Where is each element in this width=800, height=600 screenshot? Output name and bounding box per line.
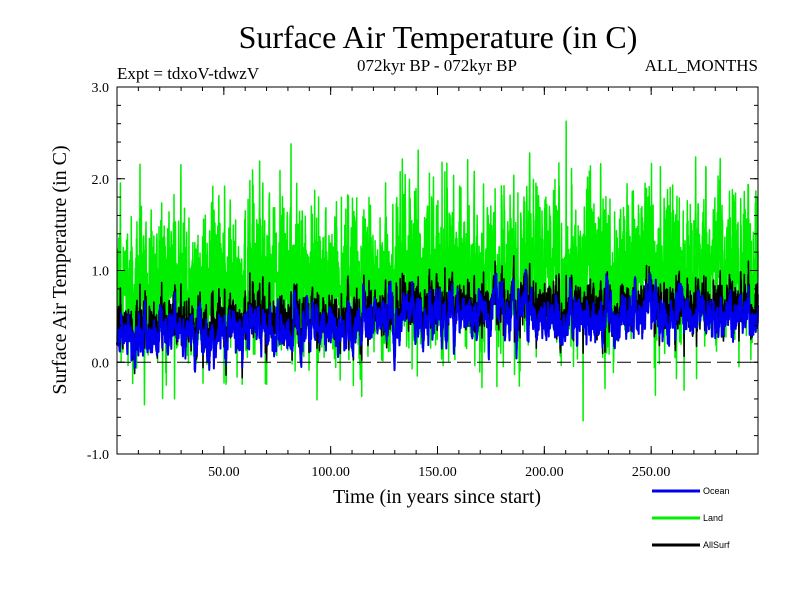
series-line-ocean — [116, 268, 759, 373]
x-tick-label: 250.00 — [632, 465, 671, 480]
chart-title: Surface Air Temperature (in C) — [239, 19, 638, 55]
plot-series — [116, 120, 759, 422]
subtitle-experiment: Expt = tdxoV-tdwzV — [117, 64, 260, 83]
y-tick-label: 0.0 — [92, 356, 110, 371]
x-tick-label: 50.00 — [208, 465, 240, 480]
y-tick-label: 1.0 — [92, 265, 110, 280]
x-tick-label: 150.00 — [418, 465, 457, 480]
series-line-land — [116, 120, 759, 422]
plot-axes: -1.0 0.0 1.0 2.0 3.0 50.00 100.00 150.00 200.00 2… — [87, 81, 759, 480]
subtitle-months: ALL_MONTHS — [645, 56, 758, 75]
legend: Ocean Land AllSurf — [652, 486, 730, 550]
y-tick-label: -1.0 — [87, 448, 109, 463]
legend-label-allsurf: AllSurf — [703, 540, 730, 550]
subtitle-period: 072kyr BP - 072kyr BP — [357, 56, 517, 75]
x-axis-label: Time (in years since start) — [333, 486, 541, 508]
legend-label-land: Land — [703, 513, 723, 523]
legend-label-ocean: Ocean — [703, 486, 730, 496]
x-tick-label: 100.00 — [311, 465, 350, 480]
y-tick-label: 2.0 — [92, 173, 110, 188]
y-tick-label: 3.0 — [92, 81, 110, 96]
x-tick-label: 200.00 — [525, 465, 564, 480]
y-axis-label: Surface Air Temperature (in C) — [49, 145, 71, 394]
